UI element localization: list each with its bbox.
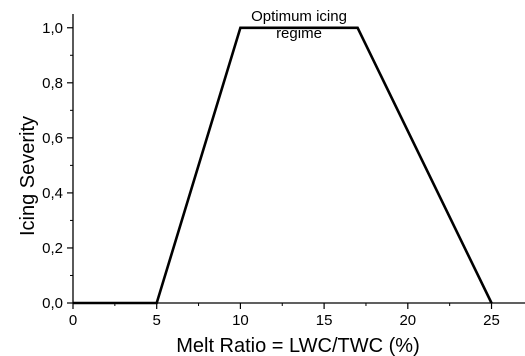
x-tick-label: 10 bbox=[232, 312, 249, 329]
y-tick-label: 0,6 bbox=[42, 130, 63, 147]
tick-marks bbox=[67, 27, 493, 309]
y-tick-label: 1,0 bbox=[42, 20, 63, 37]
x-tick-label: 15 bbox=[316, 312, 333, 329]
y-tick-label: 0,2 bbox=[42, 240, 63, 257]
series-layer bbox=[73, 26, 493, 305]
series-line bbox=[73, 26, 493, 305]
x-tick-label: 0 bbox=[69, 312, 77, 329]
tick-labels: 0 5 10 15 20 25 0,0 0,2 0,4 0,6 0,8 1,0 bbox=[42, 20, 500, 329]
y-tick-label: 0,0 bbox=[42, 295, 63, 312]
x-axis-title: Melt Ratio = LWC/TWC (%) bbox=[176, 335, 420, 356]
y-axis-title: Icing Severity bbox=[17, 116, 39, 236]
y-tick-label: 0,8 bbox=[42, 75, 63, 92]
annotation-text: Optimum icing bbox=[251, 8, 347, 25]
annotation-text: regime bbox=[276, 25, 322, 42]
axes-frame bbox=[72, 14, 525, 304]
x-tick-label: 5 bbox=[153, 312, 161, 329]
x-tick-label: 20 bbox=[399, 312, 416, 329]
y-tick-label: 0,4 bbox=[42, 185, 63, 202]
x-tick-label: 25 bbox=[483, 312, 500, 329]
